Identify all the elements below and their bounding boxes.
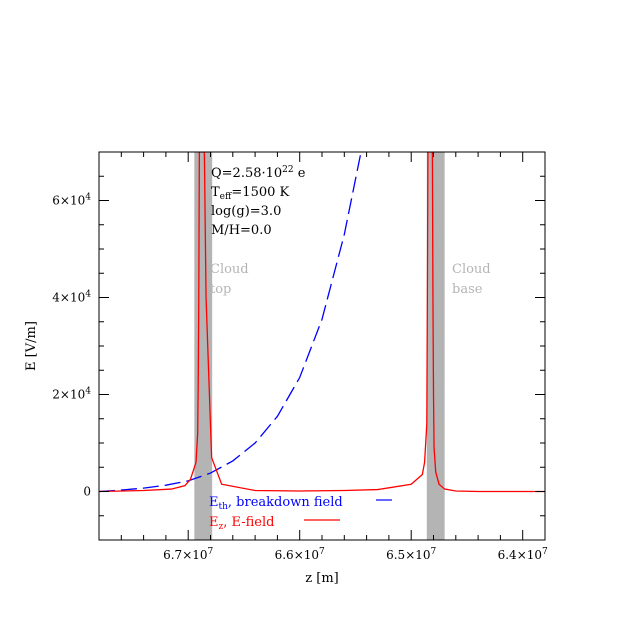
shaded-band-1 <box>426 152 445 540</box>
region-label-0-line1: Cloud <box>210 262 249 277</box>
x-tick-label-2: 6.5×107 <box>386 547 436 562</box>
y-tick-label-2: 4×104 <box>52 290 91 305</box>
series-line-0 <box>99 152 362 493</box>
region-label-1-line1: Cloud <box>452 262 491 277</box>
legend-entry-1: Ez, E-field <box>209 515 274 532</box>
y-tick-label-0: 0 <box>83 485 91 499</box>
x-tick-label-0: 6.7×107 <box>163 547 213 562</box>
x-tick-label-3: 6.4×107 <box>498 547 548 562</box>
y-axis-label: E [V/m] <box>24 321 39 371</box>
x-tick-label-1: 6.6×107 <box>275 547 325 562</box>
annotation-teff: Teff=1500 K <box>211 185 290 202</box>
plot-frame <box>98 151 546 541</box>
text-labels: 6.7×107 6.6×107 6.5×107 6.4×107 0 2×104 4×104 6… <box>24 165 548 586</box>
region-label-1-line2: base <box>452 282 483 297</box>
x-axis-label: z [m] <box>305 571 338 586</box>
annotation-charge: Q=2.58·1022 e <box>211 165 306 181</box>
legend-entry-0: Eth, breakdown field <box>209 495 343 512</box>
annotation-logg: log(g)=3.0 <box>211 204 281 219</box>
y-tick-label-3: 6×104 <box>52 193 91 208</box>
annotation-metallicity: M/H=0.0 <box>211 223 272 238</box>
series-line-1 <box>99 152 545 493</box>
y-tick-label-1: 2×104 <box>52 387 91 402</box>
shaded-band-0 <box>194 152 213 540</box>
axis-ticks <box>98 151 546 541</box>
region-label-0-line2: top <box>210 282 231 297</box>
series-lines <box>99 152 545 493</box>
